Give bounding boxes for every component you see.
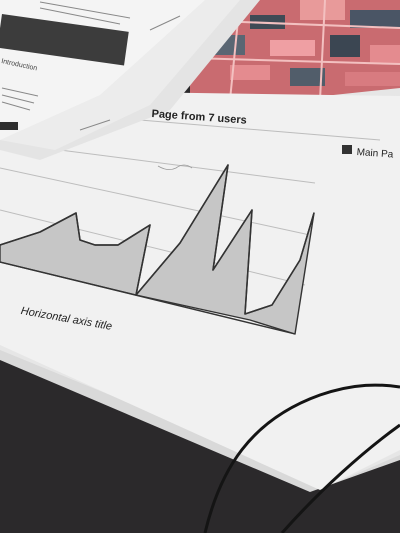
cable-left <box>203 383 400 533</box>
cable-right <box>280 423 400 533</box>
legend-swatch <box>342 145 352 154</box>
area-series-line <box>0 164 315 315</box>
chart-gridlines <box>0 119 381 286</box>
pencil-scribble <box>157 164 193 170</box>
x-axis-baseline <box>0 261 296 335</box>
document-dark-block <box>0 14 129 66</box>
document-dark-tab <box>0 122 18 130</box>
document-text-lines <box>1 1 181 131</box>
